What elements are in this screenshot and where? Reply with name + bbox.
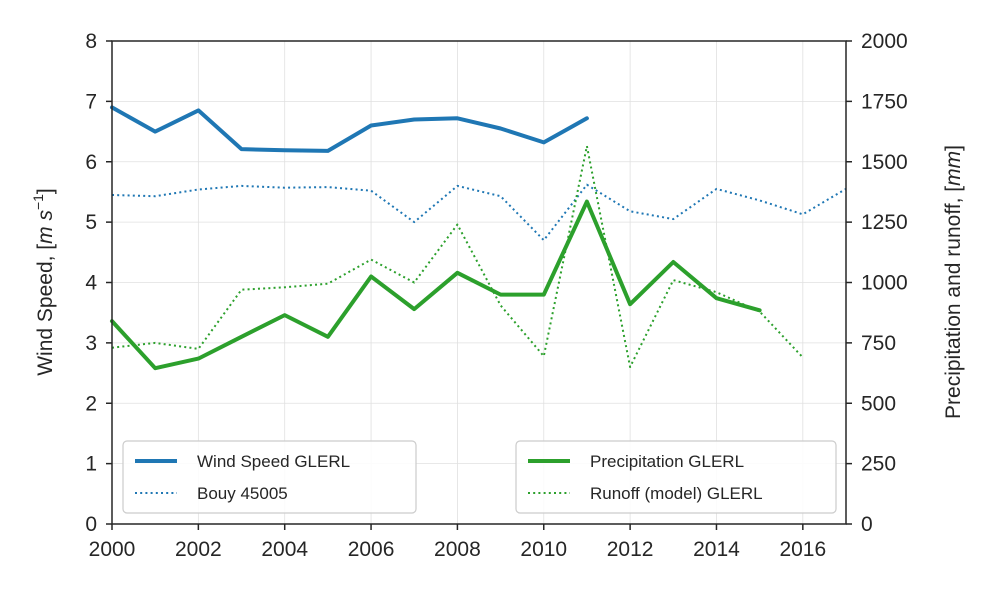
left-y-tick-label: 2 (85, 392, 97, 415)
right-y-tick-label: 0 (861, 513, 873, 536)
left-y-tick-label: 7 (85, 90, 97, 113)
x-tick-label: 2010 (520, 538, 567, 561)
x-tick-label: 2014 (693, 538, 740, 561)
left-axis-title: Wind Speed, [m s−1] (30, 188, 57, 376)
right-axis-title-suffix: ] (942, 145, 965, 151)
legend-wind: Wind Speed GLERL Bouy 45005 (122, 440, 417, 514)
x-tick-label: 2008 (434, 538, 481, 561)
left-axis-title-exponent: −1 (30, 194, 46, 210)
left-y-tick-label: 5 (85, 211, 97, 234)
legend-precipitation: Precipitation GLERL Runoff (model) GLERL (515, 440, 837, 514)
right-y-tick-label: 250 (861, 453, 896, 476)
series-line-runoff-model-glerl (111, 145, 804, 368)
x-tick-label: 2006 (348, 538, 395, 561)
left-y-tick-label: 6 (85, 151, 97, 174)
right-axis-title-prefix: Precipitation and runoff, [ (942, 186, 965, 419)
x-tick-label: 2012 (607, 538, 654, 561)
series-line-bouy-45005 (111, 183, 847, 242)
legend-label: Bouy 45005 (197, 484, 288, 503)
legend-label: Precipitation GLERL (590, 452, 744, 471)
left-y-tick-label: 4 (85, 272, 97, 295)
legend-label: Runoff (model) GLERL (590, 484, 763, 503)
left-y-tick-label: 3 (85, 332, 97, 355)
left-axis-title-unit-m: m (34, 226, 57, 244)
right-y-tick-label: 1250 (861, 211, 908, 234)
left-axis-title-suffix: ] (34, 188, 57, 194)
right-y-axis: 0 250 500 750 1000 1250 1500 1750 2000 (846, 30, 908, 536)
right-y-tick-label: 2000 (861, 30, 908, 53)
right-y-tick-label: 500 (861, 392, 896, 415)
x-axis: 2000 2002 2004 2006 2008 2010 2012 2014 2016 (89, 524, 826, 561)
right-y-tick-label: 1500 (861, 151, 908, 174)
left-y-tick-label: 1 (85, 453, 97, 476)
x-tick-label: 2016 (779, 538, 826, 561)
right-axis-title-unit: mm (942, 151, 965, 186)
left-axis-title-unit-s: s (34, 210, 57, 227)
x-tick-label: 2004 (261, 538, 308, 561)
right-y-tick-label: 1750 (861, 90, 908, 113)
x-tick-label: 2002 (175, 538, 222, 561)
left-y-tick-label: 0 (85, 513, 97, 536)
right-axis-title: Precipitation and runoff, [mm] (942, 145, 965, 419)
left-y-tick-label: 8 (85, 30, 97, 53)
right-y-tick-label: 1000 (861, 272, 908, 295)
x-tick-label: 2000 (89, 538, 136, 561)
plot-series (110, 105, 847, 371)
left-y-axis: 0 1 2 3 4 5 6 7 8 (85, 30, 112, 536)
series-line-precipitation-glerl (110, 199, 762, 371)
legend-box (122, 440, 417, 514)
series-line-wind-speed-glerl (110, 105, 589, 153)
legend-label: Wind Speed GLERL (197, 452, 350, 471)
left-axis-title-prefix: Wind Speed, [ (34, 244, 57, 376)
legend-box (515, 440, 837, 514)
right-y-tick-label: 750 (861, 332, 896, 355)
